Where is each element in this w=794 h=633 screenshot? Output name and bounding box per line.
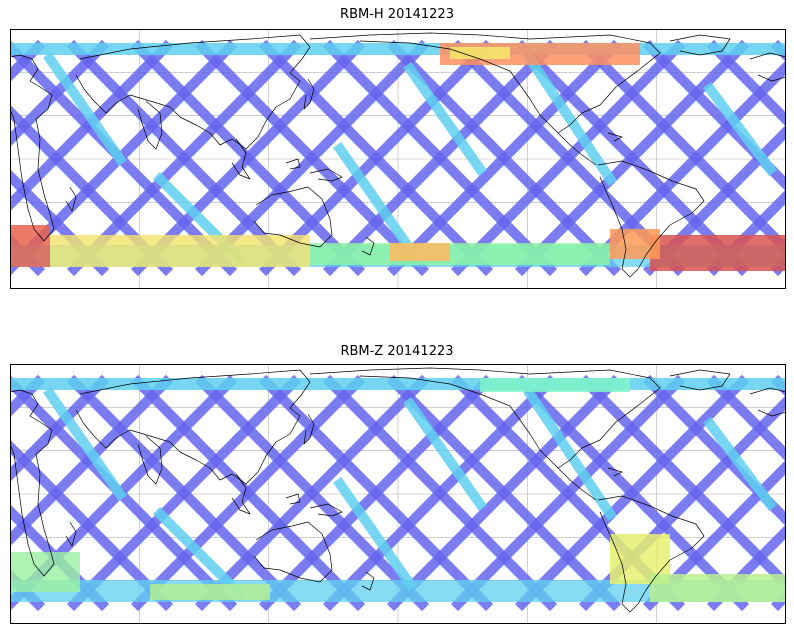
coastline-2 bbox=[137, 435, 163, 485]
track-ascending bbox=[706, 189, 786, 277]
track-ascending bbox=[66, 374, 302, 612]
southern-belt-hotspot bbox=[50, 235, 310, 267]
track-ascending bbox=[322, 374, 558, 612]
coastline-14 bbox=[607, 132, 623, 142]
coastline-1 bbox=[75, 369, 311, 485]
track-ascending bbox=[194, 39, 430, 277]
track-ascending bbox=[386, 374, 622, 612]
panel-title: RBM-Z 20141223 bbox=[340, 344, 454, 359]
coastline-14 bbox=[607, 467, 623, 477]
coastline-12 bbox=[749, 52, 786, 82]
north-pacific-hotspot bbox=[450, 47, 510, 59]
south-atlantic-anomaly bbox=[610, 229, 660, 259]
track-ascending bbox=[514, 39, 750, 277]
southern-belt-hotspot bbox=[310, 243, 610, 265]
panel-title: RBM-H 20141223 bbox=[340, 7, 454, 22]
coastline-10 bbox=[597, 160, 705, 278]
coastline-5 bbox=[309, 503, 343, 517]
coastline-1 bbox=[75, 34, 311, 150]
coastline-5 bbox=[309, 168, 343, 182]
track-ascending bbox=[258, 374, 494, 612]
coastline-15 bbox=[65, 521, 77, 547]
track-descending bbox=[706, 39, 786, 127]
track-ascending bbox=[514, 374, 750, 612]
track-segment bbox=[403, 397, 487, 511]
coastlines bbox=[10, 367, 786, 613]
map-rbm-z bbox=[10, 364, 786, 624]
track-ascending bbox=[322, 39, 558, 277]
coastline-0 bbox=[10, 54, 55, 242]
coastline-2 bbox=[137, 100, 163, 150]
coastline-4 bbox=[253, 186, 333, 248]
track-ascending bbox=[130, 39, 366, 277]
north-pacific-hotspot bbox=[480, 378, 630, 392]
coastline-11 bbox=[669, 369, 731, 391]
track-ascending bbox=[10, 39, 174, 212]
coastline-6 bbox=[285, 493, 301, 505]
map-frame bbox=[10, 29, 786, 289]
coastline-3 bbox=[231, 473, 251, 515]
southern-belt-hotspot bbox=[10, 552, 80, 592]
coastline-12 bbox=[749, 387, 786, 417]
coastline-9 bbox=[557, 467, 597, 501]
southern-belt-hotspot bbox=[150, 584, 270, 600]
coastline-9 bbox=[557, 132, 597, 166]
map-frame bbox=[10, 364, 786, 624]
track-segment bbox=[523, 387, 617, 521]
track-segment bbox=[703, 417, 777, 511]
track-descending bbox=[10, 169, 110, 277]
coastline-13 bbox=[361, 571, 375, 591]
track-segment bbox=[333, 477, 417, 591]
northern-belt bbox=[10, 43, 786, 55]
track-ascending bbox=[66, 39, 302, 277]
coastline-8 bbox=[309, 32, 661, 134]
coastline-10 bbox=[597, 495, 705, 613]
coastline-0 bbox=[10, 389, 55, 577]
coastline-11 bbox=[669, 34, 731, 56]
coastline-8 bbox=[309, 367, 661, 469]
track-ascending bbox=[706, 524, 786, 612]
track-segment bbox=[333, 142, 417, 256]
coastline-13 bbox=[361, 236, 375, 256]
track-descending bbox=[706, 374, 786, 462]
south-indian-hotspot bbox=[10, 225, 50, 267]
coastline-6 bbox=[285, 158, 301, 170]
coastline-3 bbox=[231, 138, 251, 180]
coastline-4 bbox=[253, 521, 333, 583]
south-atlantic-anomaly bbox=[650, 235, 786, 271]
coastline-7 bbox=[303, 413, 315, 445]
southern-belt-hotspot bbox=[390, 243, 450, 261]
track-ascending bbox=[194, 374, 430, 612]
coastline-7 bbox=[303, 78, 315, 110]
coastline-15 bbox=[65, 186, 77, 212]
track-ascending bbox=[258, 39, 494, 277]
track-segment bbox=[703, 82, 777, 176]
track-ascending bbox=[386, 39, 622, 277]
south-atlantic-anomaly bbox=[650, 574, 786, 602]
track-ascending bbox=[130, 374, 366, 612]
track-ascending bbox=[450, 374, 686, 612]
track-segment bbox=[43, 52, 127, 166]
track-segment bbox=[523, 52, 617, 186]
track-highlights bbox=[43, 52, 777, 267]
map-rbm-h bbox=[10, 29, 786, 289]
track-segment bbox=[43, 387, 127, 501]
track-segment bbox=[403, 62, 487, 176]
track-highlights bbox=[43, 387, 777, 602]
coastlines bbox=[10, 32, 786, 278]
track-ascending bbox=[10, 374, 174, 547]
hotspots bbox=[10, 43, 786, 271]
northern-belt bbox=[10, 378, 786, 390]
track-ascending bbox=[450, 39, 686, 277]
